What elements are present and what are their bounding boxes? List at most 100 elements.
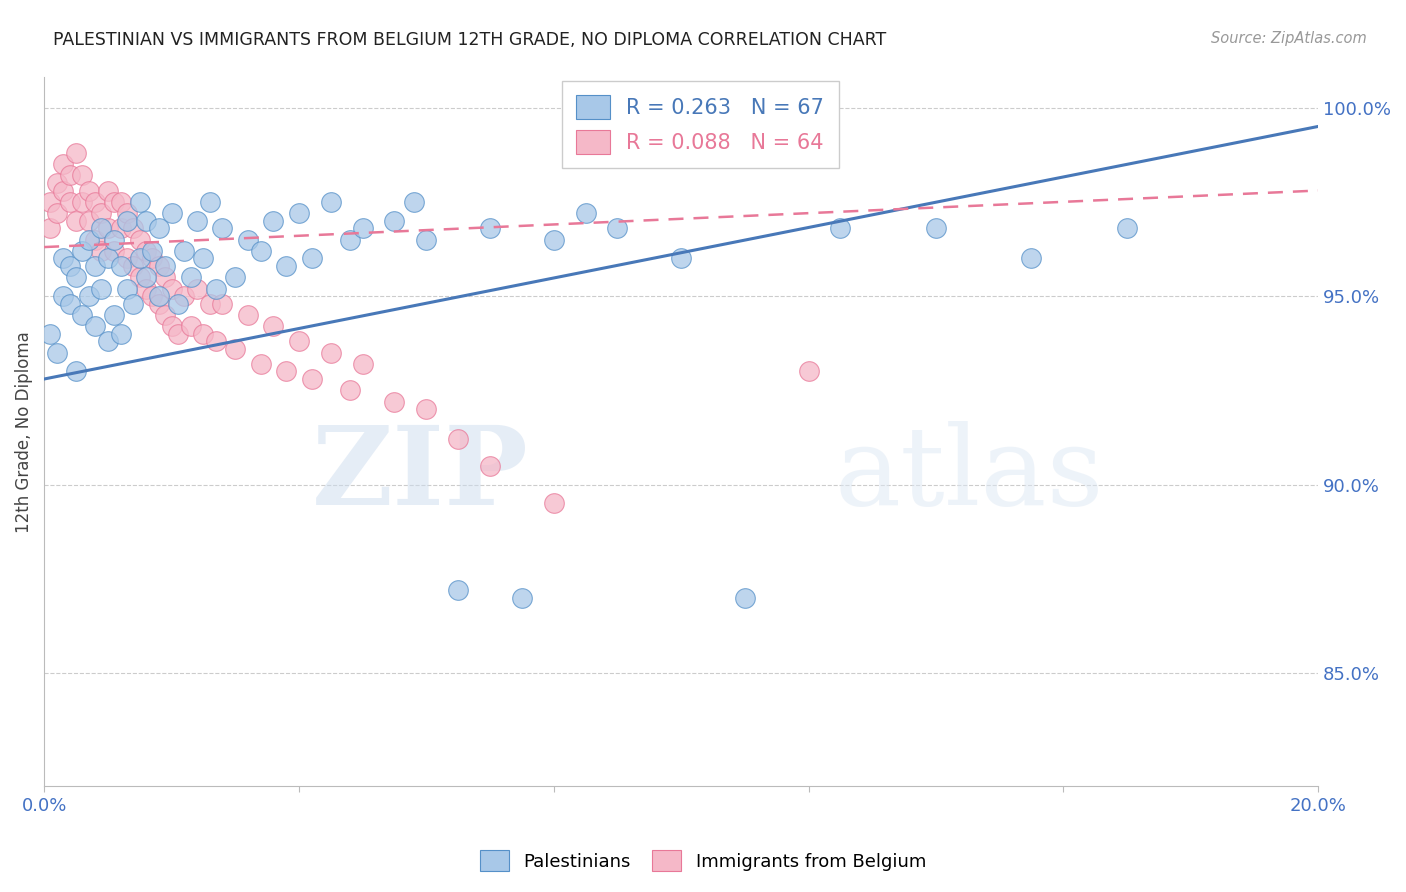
Text: ZIP: ZIP xyxy=(312,421,529,528)
Point xyxy=(276,364,298,378)
Point xyxy=(115,206,138,220)
Point xyxy=(103,308,125,322)
Point xyxy=(288,206,311,220)
Text: Source: ZipAtlas.com: Source: ZipAtlas.com xyxy=(1211,31,1367,46)
Point xyxy=(447,433,470,447)
Point xyxy=(543,233,565,247)
Point xyxy=(97,252,120,266)
Point xyxy=(669,252,692,266)
Point xyxy=(148,296,170,310)
Point xyxy=(160,319,183,334)
Point xyxy=(167,326,190,341)
Point xyxy=(97,221,120,235)
Point xyxy=(224,342,246,356)
Legend: Palestinians, Immigrants from Belgium: Palestinians, Immigrants from Belgium xyxy=(472,843,934,879)
Point xyxy=(77,233,100,247)
Point xyxy=(128,194,150,209)
Point xyxy=(384,213,406,227)
Point xyxy=(925,221,948,235)
Point xyxy=(153,308,176,322)
Point xyxy=(574,206,596,220)
Text: atlas: atlas xyxy=(834,421,1104,528)
Point xyxy=(262,213,284,227)
Point xyxy=(205,334,228,349)
Point xyxy=(479,221,502,235)
Point xyxy=(153,270,176,285)
Point xyxy=(262,319,284,334)
Point xyxy=(205,281,228,295)
Point xyxy=(543,496,565,510)
Point xyxy=(72,244,94,258)
Point xyxy=(193,326,215,341)
Point xyxy=(186,213,208,227)
Point xyxy=(180,319,202,334)
Point xyxy=(90,221,112,235)
Point xyxy=(115,281,138,295)
Point xyxy=(148,289,170,303)
Point xyxy=(115,213,138,227)
Point xyxy=(415,233,437,247)
Point xyxy=(103,244,125,258)
Point xyxy=(72,169,94,183)
Point xyxy=(52,252,75,266)
Point xyxy=(211,296,233,310)
Legend: R = 0.263   N = 67, R = 0.088   N = 64: R = 0.263 N = 67, R = 0.088 N = 64 xyxy=(562,81,839,169)
Point xyxy=(77,184,100,198)
Point xyxy=(148,221,170,235)
Point xyxy=(1021,252,1043,266)
Point xyxy=(830,221,852,235)
Point xyxy=(1116,221,1139,235)
Point xyxy=(90,244,112,258)
Point xyxy=(90,206,112,220)
Point xyxy=(319,345,342,359)
Point xyxy=(797,364,820,378)
Point xyxy=(135,213,157,227)
Point xyxy=(58,259,80,273)
Point xyxy=(415,402,437,417)
Point xyxy=(339,384,361,398)
Point xyxy=(402,194,425,209)
Point xyxy=(141,252,163,266)
Point xyxy=(122,296,145,310)
Point xyxy=(65,145,87,160)
Point xyxy=(58,194,80,209)
Y-axis label: 12th Grade, No Diploma: 12th Grade, No Diploma xyxy=(15,331,32,533)
Point xyxy=(97,184,120,198)
Point xyxy=(734,591,756,605)
Point xyxy=(84,259,107,273)
Point xyxy=(606,221,628,235)
Point xyxy=(319,194,342,209)
Point xyxy=(510,591,533,605)
Point xyxy=(148,259,170,273)
Point xyxy=(110,259,132,273)
Point xyxy=(135,244,157,258)
Point xyxy=(173,289,195,303)
Point xyxy=(288,334,311,349)
Point xyxy=(447,583,470,598)
Point xyxy=(84,194,107,209)
Point xyxy=(249,357,271,371)
Point xyxy=(52,157,75,171)
Text: PALESTINIAN VS IMMIGRANTS FROM BELGIUM 12TH GRADE, NO DIPLOMA CORRELATION CHART: PALESTINIAN VS IMMIGRANTS FROM BELGIUM 1… xyxy=(53,31,887,49)
Point xyxy=(122,259,145,273)
Point xyxy=(39,326,62,341)
Point xyxy=(135,281,157,295)
Point xyxy=(103,233,125,247)
Point xyxy=(122,221,145,235)
Point xyxy=(110,194,132,209)
Point xyxy=(65,270,87,285)
Point xyxy=(141,289,163,303)
Point xyxy=(97,334,120,349)
Point xyxy=(58,169,80,183)
Point xyxy=(198,296,221,310)
Point xyxy=(236,233,259,247)
Point xyxy=(352,357,374,371)
Point xyxy=(198,194,221,209)
Point xyxy=(45,345,67,359)
Point xyxy=(479,458,502,473)
Point xyxy=(339,233,361,247)
Point xyxy=(77,213,100,227)
Point xyxy=(115,252,138,266)
Point xyxy=(186,281,208,295)
Point xyxy=(72,308,94,322)
